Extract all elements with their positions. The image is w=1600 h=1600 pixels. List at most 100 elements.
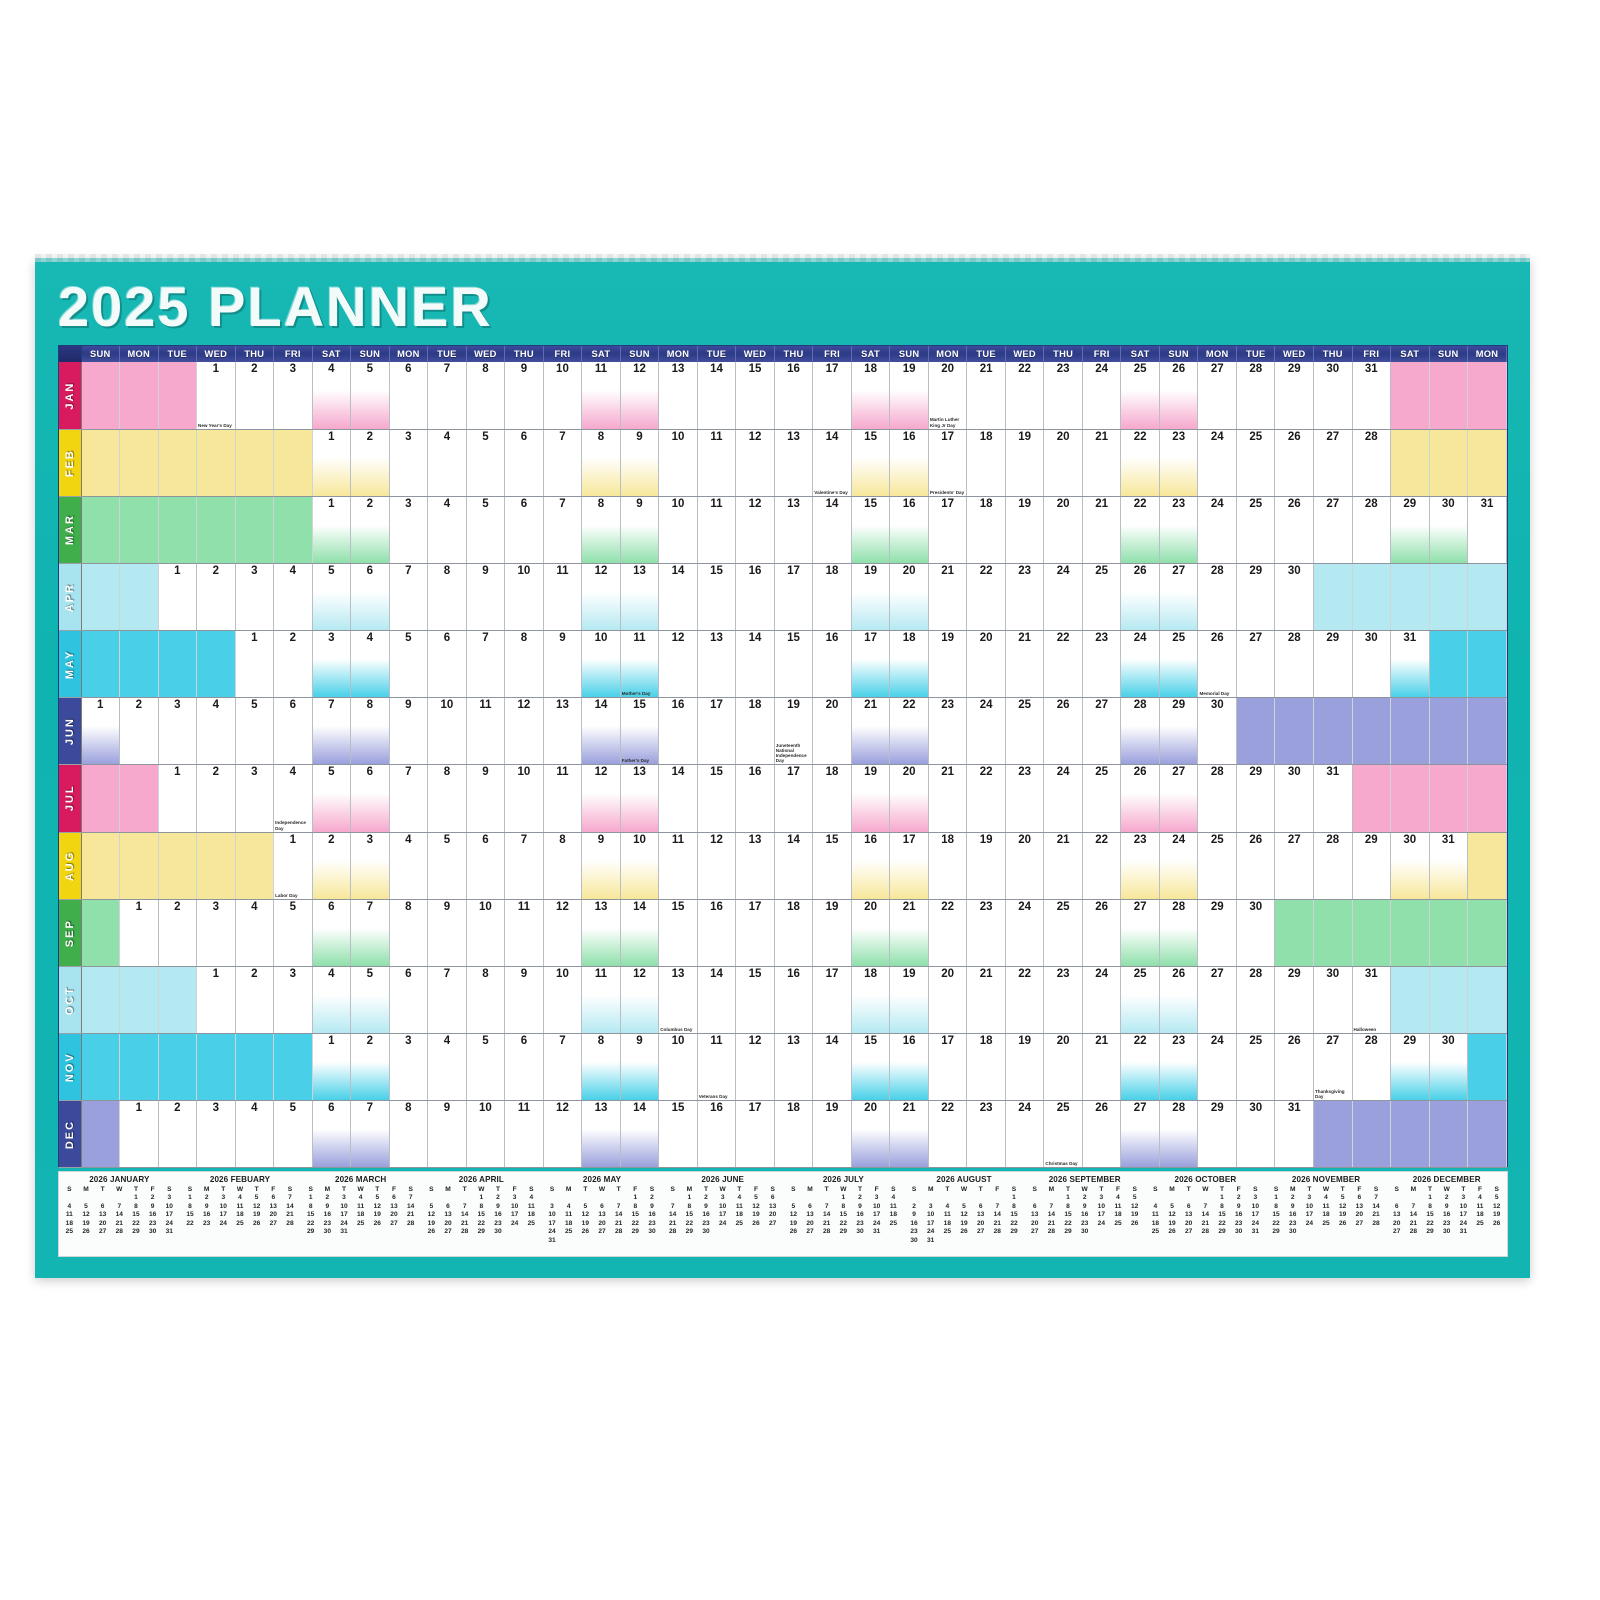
day-cell[interactable]: 8 [389, 899, 429, 967]
day-cell[interactable]: 4 [273, 563, 313, 632]
day-cell[interactable]: 21 [1082, 496, 1122, 564]
day-cell[interactable]: 10 [543, 966, 583, 1035]
day-cell[interactable]: 6 [504, 496, 544, 564]
day-cell[interactable]: 4 [389, 832, 429, 900]
day-cell[interactable]: 2 [158, 899, 198, 967]
day-cell[interactable]: 24 [1082, 362, 1122, 430]
day-cell[interactable]: 15 [697, 764, 737, 833]
day-cell[interactable]: 16 [774, 966, 814, 1035]
day-cell[interactable]: 29 [1158, 697, 1199, 766]
day-cell[interactable]: 9 [389, 697, 429, 766]
day-cell[interactable]: 2 [196, 764, 236, 833]
day-cell[interactable]: 26 [1274, 496, 1314, 564]
day-cell[interactable]: 7 [427, 362, 467, 430]
day-cell[interactable]: 4 [427, 496, 467, 564]
day-cell[interactable]: 8 [504, 630, 544, 699]
day-cell[interactable]: 27 [1197, 966, 1237, 1035]
day-cell[interactable]: 24 [1005, 899, 1045, 967]
day-cell[interactable]: 3 [312, 630, 352, 699]
day-cell[interactable]: 25 [1120, 362, 1160, 430]
day-cell[interactable]: 25 [1120, 966, 1160, 1035]
day-cell[interactable]: 29 [1197, 899, 1237, 967]
day-cell[interactable]: 25 [1082, 563, 1122, 632]
day-cell[interactable]: 22 [928, 1100, 968, 1169]
day-cell[interactable]: 14 [735, 630, 775, 699]
day-cell[interactable]: 1 [312, 429, 352, 497]
day-cell[interactable]: 25 [1197, 832, 1237, 900]
day-cell[interactable]: 28 [1274, 630, 1314, 699]
day-cell[interactable]: 12 [619, 362, 660, 430]
day-cell[interactable]: 9 [504, 966, 544, 1035]
day-cell[interactable]: 22 [1005, 362, 1045, 430]
day-cell[interactable]: 30 [1236, 1100, 1276, 1169]
day-cell[interactable]: 5 [273, 1100, 313, 1169]
day-cell[interactable]: 17 [812, 966, 852, 1035]
day-cell[interactable]: 3 [389, 1033, 429, 1102]
day-cell[interactable]: 25 [1082, 764, 1122, 833]
day-cell[interactable]: 14 [812, 1033, 852, 1102]
day-cell[interactable]: 13 [581, 899, 621, 967]
day-cell[interactable]: 30 [1428, 1033, 1469, 1102]
day-cell[interactable]: 19 [1005, 496, 1045, 564]
day-cell[interactable]: 13 [774, 1033, 814, 1102]
day-cell[interactable]: 18 [966, 1033, 1006, 1102]
day-cell[interactable]: 1 New Year's Day [196, 362, 236, 430]
day-cell[interactable]: 30 [1313, 966, 1353, 1035]
day-cell[interactable]: 29 [1274, 966, 1314, 1035]
day-cell[interactable]: 18 [851, 362, 891, 430]
day-cell[interactable]: 31 [1313, 764, 1353, 833]
day-cell[interactable]: 4 [427, 1033, 467, 1102]
day-cell[interactable]: 10 [504, 764, 544, 833]
day-cell[interactable]: 15 [697, 563, 737, 632]
day-cell[interactable]: 20 [812, 697, 852, 766]
day-cell[interactable]: 4 [235, 899, 275, 967]
day-cell[interactable]: 16 [697, 899, 737, 967]
day-cell[interactable]: 20 [1043, 1033, 1083, 1102]
day-cell[interactable]: 11 [581, 966, 621, 1035]
day-cell[interactable]: 25 [1236, 429, 1276, 497]
day-cell[interactable]: 8 [466, 362, 506, 430]
day-cell[interactable]: 2 [235, 966, 275, 1035]
day-cell[interactable]: 7 [350, 899, 390, 967]
day-cell[interactable]: 27 Thanksgiving Day [1313, 1033, 1353, 1102]
day-cell[interactable]: 20 [966, 630, 1006, 699]
day-cell[interactable]: 23 [1043, 966, 1083, 1035]
day-cell[interactable]: 16 [889, 496, 929, 564]
day-cell[interactable]: 20 [889, 563, 929, 632]
day-cell[interactable]: 27 [1158, 764, 1199, 833]
day-cell[interactable]: 1 [158, 764, 198, 833]
day-cell[interactable]: 6 [389, 362, 429, 430]
day-cell[interactable]: 1 [196, 966, 236, 1035]
day-cell[interactable]: 26 [1043, 697, 1083, 766]
day-cell[interactable]: 4 [312, 362, 352, 430]
day-cell[interactable]: 10 [658, 1033, 698, 1102]
day-cell[interactable]: 11 [543, 764, 583, 833]
day-cell[interactable]: 24 [1043, 563, 1083, 632]
day-cell[interactable]: 5 [466, 429, 506, 497]
day-cell[interactable]: 1 [119, 1100, 159, 1169]
day-cell[interactable]: 27 [1120, 899, 1160, 967]
day-cell[interactable]: 4 [235, 1100, 275, 1169]
day-cell[interactable]: 13 [774, 429, 814, 497]
day-cell[interactable]: 2 [350, 1033, 390, 1102]
day-cell[interactable]: 9 [619, 1033, 660, 1102]
day-cell[interactable]: 28 [1352, 429, 1392, 497]
day-cell[interactable]: 18 [812, 563, 852, 632]
day-cell[interactable]: 24 [1197, 1033, 1237, 1102]
day-cell[interactable]: 24 [966, 697, 1006, 766]
day-cell[interactable]: 11 Veterans Day [697, 1033, 737, 1102]
day-cell[interactable]: 29 [1390, 1033, 1430, 1102]
day-cell[interactable]: 11 [697, 429, 737, 497]
day-cell[interactable]: 21 [928, 764, 968, 833]
day-cell[interactable]: 4 Independence Day [273, 764, 313, 833]
day-cell[interactable]: 3 [196, 1100, 236, 1169]
day-cell[interactable]: 3 [273, 966, 313, 1035]
day-cell[interactable]: 11 Mother's Day [619, 630, 660, 699]
day-cell[interactable]: 20 [889, 764, 929, 833]
day-cell[interactable]: 14 [774, 832, 814, 900]
day-cell[interactable]: 1 [80, 697, 121, 766]
day-cell[interactable]: 8 [581, 429, 621, 497]
day-cell[interactable]: 31 [1352, 362, 1392, 430]
day-cell[interactable]: 26 Memorial Day [1197, 630, 1237, 699]
day-cell[interactable]: 9 [466, 563, 506, 632]
